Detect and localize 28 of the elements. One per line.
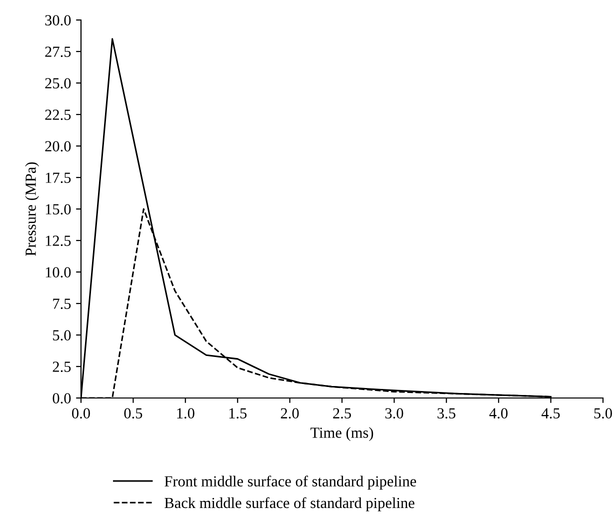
x-tick-label: 3.0: [385, 408, 404, 419]
y-tick-label: 2.5: [52, 362, 71, 372]
y-tick-label: 27.5: [45, 46, 71, 58]
x-axis-title: Time (ms): [310, 427, 374, 441]
y-tick-label: 15.0: [46, 204, 71, 215]
y-tick-label: 5.0: [53, 330, 71, 341]
y-tick-label: 30.0: [45, 15, 71, 26]
x-tick-label: 1.5: [229, 408, 247, 419]
x-tick-label: 0.0: [72, 408, 90, 419]
x-tick-label: 2.5: [333, 408, 351, 419]
y-tick-label: 25.0: [45, 78, 71, 89]
legend-label: Back middle surface of standard pipeline: [164, 497, 414, 512]
x-tick-label: 3.5: [438, 408, 456, 419]
x-tick-label: 4.0: [489, 408, 508, 419]
y-tick-label: 22.5: [45, 110, 71, 120]
x-tick-label: 5.0: [594, 408, 612, 419]
x-tick-label: 2.0: [280, 408, 299, 419]
x-tick-label: 4.5: [542, 408, 560, 419]
y-tick-label: 7.5: [53, 298, 71, 310]
x-tick-label: 0.5: [124, 408, 142, 419]
y-tick-label: 12.5: [46, 236, 71, 246]
legend-label: Front middle surface of standard pipeline: [164, 476, 416, 490]
y-tick-label: 17.5: [46, 172, 71, 184]
y-tick-label: 10.0: [46, 267, 71, 278]
y-tick-label: 20.0: [45, 141, 71, 152]
y-tick-label: 0.0: [52, 393, 71, 404]
y-axis-title: Pressure (MPa): [25, 162, 39, 256]
x-tick-label: 1.0: [177, 408, 194, 419]
